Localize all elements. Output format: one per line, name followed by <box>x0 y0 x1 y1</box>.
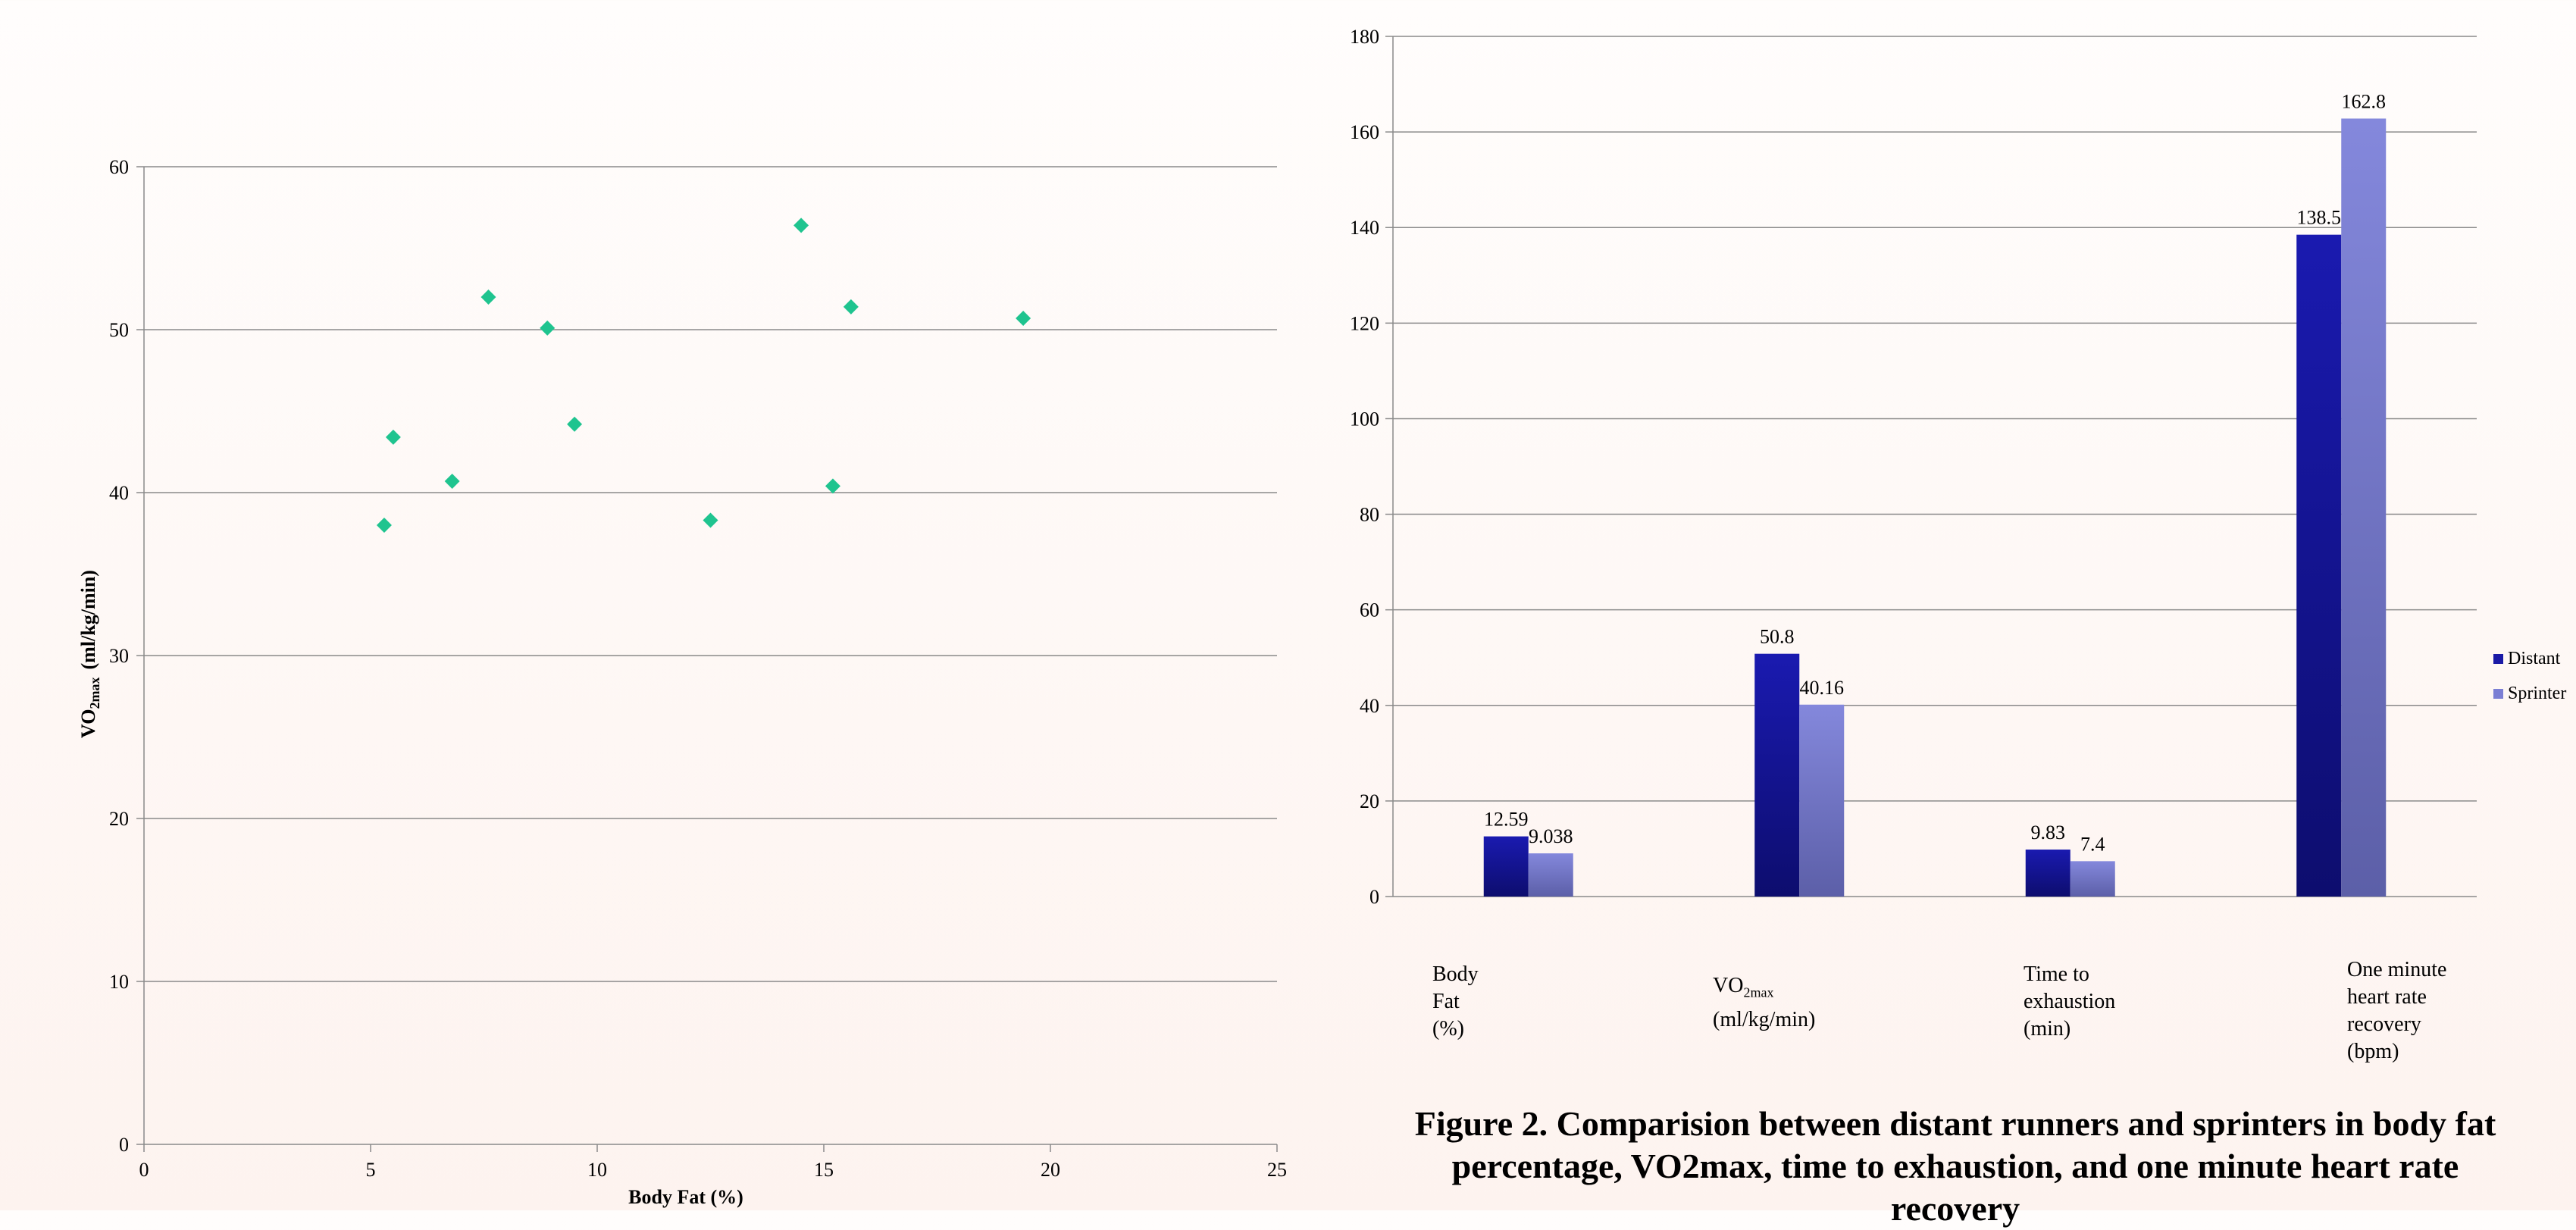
scatter-x-tick-label: 20 <box>1041 1159 1060 1181</box>
bar-data-label: 40.16 <box>1800 677 1845 699</box>
bar-y-tick-label: 40 <box>1360 695 1379 717</box>
figure-caption: Figure 2. Comparision between distant ru… <box>1414 1104 2496 1228</box>
bar-category-label-line: (ml/kg/min) <box>1713 1007 1816 1031</box>
bar-y-tick-label: 160 <box>1350 121 1379 143</box>
bar-data-label: 138.5 <box>2297 207 2342 229</box>
bar-category-label-main: VO <box>1713 974 1744 997</box>
bar-distant <box>1483 836 1529 897</box>
bar-category-label-line: (%) <box>1432 1017 1464 1041</box>
scatter-y-tick-label: 40 <box>109 482 129 504</box>
scatter-y-axis-title-main: VO <box>77 709 99 737</box>
bar-data-label: 162.8 <box>2342 90 2387 112</box>
bar-category-label-line: Fat <box>1432 990 1460 1013</box>
bar-y-tick-label: 0 <box>1369 886 1379 908</box>
scatter-point <box>567 416 583 432</box>
scatter-point <box>444 473 460 489</box>
scatter-x-axis-title: Body Fat (%) <box>628 1186 743 1208</box>
bar-y-ticks: 0 20 40 60 80 100 120 140 160 180 <box>1350 26 1393 908</box>
scatter-point <box>376 518 392 533</box>
bar-distant <box>2025 850 2071 897</box>
scatter-y-tick-label: 0 <box>119 1134 129 1156</box>
scatter-y-axis-title-units: (ml/kg/min) <box>77 570 99 669</box>
scatter-point <box>825 478 840 494</box>
bar-sprinter <box>1528 853 1573 897</box>
scatter-x-tick-label: 0 <box>139 1159 149 1181</box>
bar-y-tick-label: 80 <box>1360 504 1379 526</box>
scatter-chart: 0 10 20 30 40 50 60 0 5 10 15 20 25 Body Fat (%) VO… <box>77 156 1287 1208</box>
scatter-y-axis-title: VO2max (ml/kg/min) <box>77 570 102 738</box>
scatter-y-tick-label: 10 <box>109 971 129 993</box>
scatter-x-tick-label: 25 <box>1267 1159 1287 1181</box>
scatter-point <box>843 299 859 315</box>
scatter-point <box>480 290 496 305</box>
bar-category-label: One minute heart rate recovery (bpm) <box>2347 956 2446 1066</box>
bar-category-label-line: (bpm) <box>2347 1040 2399 1063</box>
bar-category-label-line: recovery <box>2347 1012 2421 1036</box>
scatter-point <box>793 218 809 233</box>
bar-data-label: 12.59 <box>1484 809 1529 831</box>
bar-data-label: 9.038 <box>1529 825 1573 847</box>
bar-category-label-line: One minute <box>2347 958 2447 981</box>
scatter-x-tick-label: 15 <box>814 1159 834 1181</box>
scatter-point <box>703 512 718 528</box>
bar-gridlines <box>1393 36 2477 802</box>
bar-y-tick-label: 60 <box>1360 599 1379 621</box>
legend-label: Sprinter <box>2508 684 2567 703</box>
scatter-x-tick-label: 5 <box>366 1159 376 1181</box>
bar-bars <box>1483 118 2387 897</box>
bar-axes <box>1392 36 2477 897</box>
scatter-y-tick-label: 30 <box>109 645 129 667</box>
scatter-gridlines <box>144 166 1277 982</box>
bar-y-tick-label: 180 <box>1350 26 1379 48</box>
scatter-point <box>385 429 401 445</box>
scatter-x-tick-label: 10 <box>587 1159 607 1181</box>
bar-category-label-line: VO2max <box>1713 972 1815 1006</box>
bar-category-label: Time to exhaustion (min) <box>2024 961 2115 1043</box>
scatter-point <box>1016 310 1031 326</box>
bar-distant <box>2296 234 2342 897</box>
scatter-points <box>376 218 1031 533</box>
legend-label: Distant <box>2508 649 2561 668</box>
bar-category-label-sub: 2max <box>1743 984 1774 1000</box>
legend-swatch <box>2493 689 2503 699</box>
scatter-y-tick-label: 60 <box>109 156 129 178</box>
legend-item-distant: Distant <box>2493 649 2560 669</box>
bar-sprinter <box>1799 704 1845 897</box>
bar-category-label-line: Body <box>1432 962 1479 986</box>
bar-y-tick-label: 100 <box>1350 408 1379 430</box>
bar-sprinter <box>2070 861 2115 897</box>
scatter-y-axis-title-sub: 2max <box>87 677 102 709</box>
bar-sprinter <box>2341 118 2387 897</box>
bar-y-tick-label: 140 <box>1350 217 1379 239</box>
bar-data-label: 9.83 <box>2031 822 2066 843</box>
bar-data-labels: 12.599.038 50.8 40.16 9.83 7.4 138.5 162.8 <box>1484 90 2386 855</box>
bar-category-label-line: heart rate <box>2347 985 2427 1009</box>
scatter-y-ticks: 0 10 20 30 40 50 60 <box>109 156 144 1156</box>
scatter-y-tick-label: 50 <box>109 319 129 341</box>
bar-category-label: Body Fat (%) <box>1432 961 1479 1043</box>
bar-y-tick-label: 20 <box>1360 790 1379 812</box>
scatter-y-tick-label: 20 <box>109 808 129 830</box>
bar-y-tick-label: 120 <box>1350 312 1379 334</box>
bar-category-label-line: Time to <box>2024 962 2089 986</box>
scatter-x-ticks: 0 5 10 15 20 25 <box>139 1144 1287 1181</box>
bar-category-label-line: (min) <box>2024 1017 2071 1041</box>
bar-distant <box>1754 653 1800 897</box>
legend-item-sprinter: Sprinter <box>2493 684 2566 704</box>
bar-category-label-line: exhaustion <box>2024 990 2116 1013</box>
legend-swatch <box>2493 654 2503 664</box>
bar-data-label: 50.8 <box>1760 626 1795 648</box>
bar-category-label: VO2max (ml/kg/min) <box>1713 972 1815 1034</box>
scatter-point <box>540 320 556 336</box>
bar-data-label: 7.4 <box>2080 833 2105 855</box>
